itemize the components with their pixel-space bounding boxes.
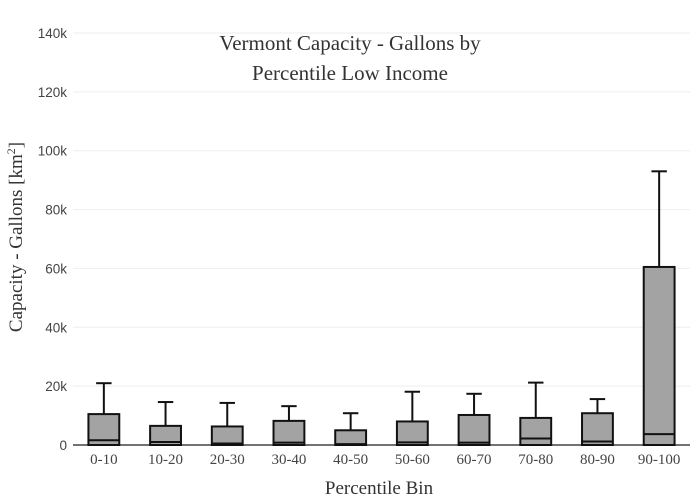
box-70-80	[519, 381, 553, 447]
box-10-20	[149, 401, 182, 446]
box-iqr-rect	[149, 424, 182, 446]
y-tick-label: 100k	[38, 144, 68, 159]
box-iqr-rect	[519, 416, 553, 447]
chart-title-line-1: Vermont Capacity - Gallons by	[219, 31, 481, 55]
y-tick-label: 140k	[38, 26, 68, 41]
y-axis-title-bracket: ]	[6, 142, 27, 148]
x-tick-label: 20-30	[210, 452, 245, 468]
x-tick-label: 50-60	[395, 452, 430, 468]
x-tick-label: 90-100	[638, 452, 681, 468]
box-50-60	[395, 390, 429, 447]
x-tick-label: 0-10	[90, 452, 118, 468]
x-tick-label: 80-90	[580, 452, 615, 468]
box-20-30	[210, 401, 244, 446]
box-iqr-rect	[642, 265, 676, 447]
y-tick-label: 80k	[45, 203, 67, 218]
x-tick-label: 60-70	[457, 452, 492, 468]
x-axis-title: Percentile Bin	[325, 478, 434, 499]
chart-title-line-2: Percentile Low Income	[252, 61, 448, 85]
box-iqr-rect	[581, 412, 614, 446]
x-tick-label: 70-80	[518, 452, 553, 468]
box-series	[87, 170, 676, 447]
y-axis-ticks: 0 20k 40k 60k 80k 100k 120k 140k	[38, 26, 68, 453]
box-30-40	[272, 405, 306, 446]
box-60-70	[457, 392, 491, 446]
box-iqr-rect	[334, 429, 368, 446]
y-tick-label: 120k	[38, 85, 68, 100]
y-tick-label: 20k	[45, 379, 67, 394]
box-iqr-rect	[210, 425, 244, 446]
y-axis-title-text: Capacity - Gallons [km	[6, 154, 27, 332]
box-0-10	[87, 382, 121, 447]
y-tick-label: 40k	[45, 320, 67, 335]
x-tick-label: 10-20	[148, 452, 183, 468]
y-tick-label: 0	[59, 438, 67, 453]
x-tick-label: 30-40	[271, 452, 306, 468]
gridlines	[73, 32, 690, 446]
box-iqr-rect	[395, 420, 429, 447]
x-axis-ticks: 0-10 10-20 20-30 30-40 40-50 50-60 60-70 70-80 8…	[90, 452, 680, 468]
box-90-100	[642, 170, 676, 447]
box-iqr-rect	[457, 413, 491, 446]
y-axis-title-superscript: 2	[4, 148, 18, 154]
box-iqr-rect	[272, 419, 306, 446]
box-80-90	[581, 398, 614, 446]
y-tick-label: 60k	[45, 261, 67, 276]
x-tick-label: 40-50	[333, 452, 368, 468]
box-40-50	[334, 412, 368, 446]
y-axis-title: Capacity - Gallons [km2]	[4, 142, 27, 332]
